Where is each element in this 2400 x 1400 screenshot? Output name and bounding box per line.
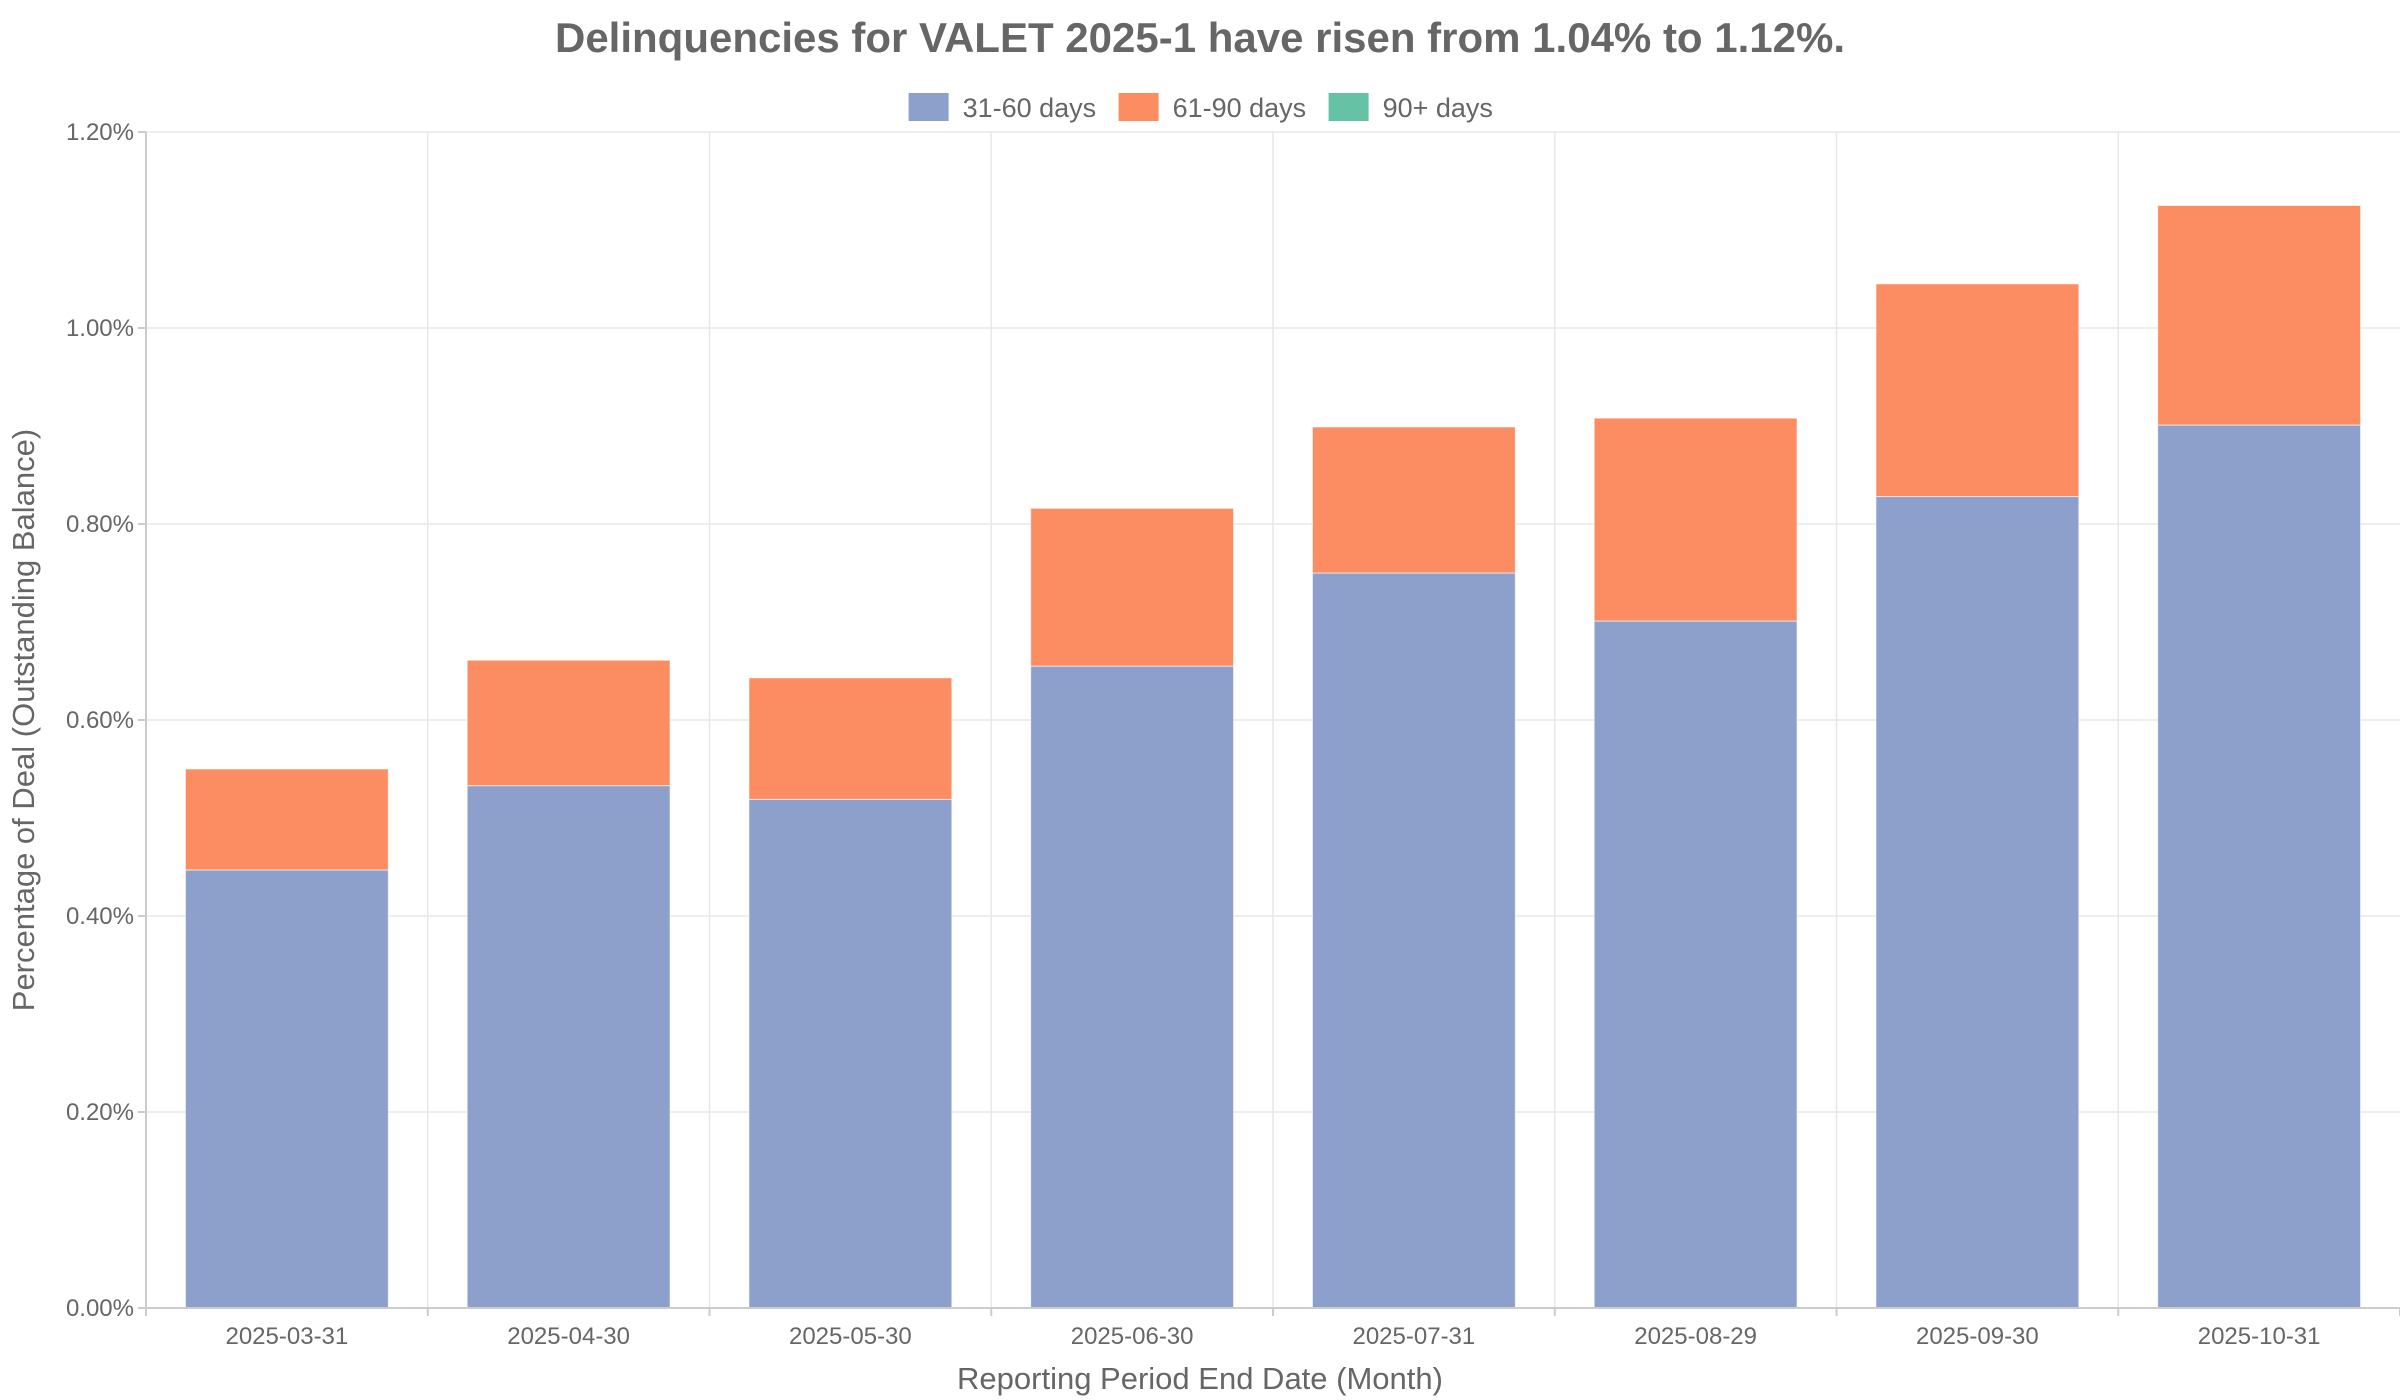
x-tick-label: 2025-09-30 (1916, 1323, 2039, 1350)
y-tick-label: 1.00% (66, 315, 134, 342)
bar-segment-31-60-days (184, 869, 389, 1309)
legend-label: 61-90 days (1173, 93, 1307, 123)
y-tick-label: 0.00% (66, 1295, 134, 1322)
y-axis-ticks: 0.00% 0.20% 0.40% 0.60% 0.80% 1.00% 1.20% (66, 119, 146, 1322)
bar-stack (2157, 205, 2362, 1309)
legend-label: 90+ days (1383, 93, 1493, 123)
x-tick-label: 2025-10-31 (2198, 1323, 2321, 1350)
bar-segment-61-90-days (466, 659, 671, 787)
y-axis-title: Percentage of Deal (Outstanding Balance) (6, 429, 41, 1011)
bar-segment-31-60-days (466, 785, 671, 1309)
legend-item[interactable]: 90+ days (1328, 93, 1493, 123)
bar-stack (184, 768, 389, 1309)
x-tick-label: 2025-05-30 (789, 1323, 912, 1350)
legend-item[interactable]: 61-90 days (1118, 93, 1307, 123)
legend-swatch (908, 93, 949, 121)
bar-stack (1875, 283, 2080, 1309)
bar-segment-61-90-days (184, 768, 389, 871)
bar-stack (1311, 426, 1516, 1309)
x-axis-title: Reporting Period End Date (Month) (957, 1361, 1443, 1396)
legend-swatch (1328, 93, 1369, 121)
bar-segment-31-60-days (1311, 572, 1516, 1309)
x-tick-label: 2025-03-31 (225, 1323, 348, 1350)
bar-stack (1030, 507, 1235, 1309)
y-tick-label: 0.20% (66, 1099, 134, 1126)
legend: 31-60 days 61-90 days 90+ days (908, 93, 1493, 123)
bar-segment-61-90-days (748, 677, 953, 800)
bar-segment-31-60-days (2157, 424, 2362, 1309)
bar-stack (1593, 417, 1798, 1309)
y-tick-label: 0.80% (66, 511, 134, 538)
bar-segment-61-90-days (1875, 283, 2080, 498)
y-tick-label: 0.40% (66, 903, 134, 930)
x-tick-label: 2025-08-29 (1634, 1323, 1757, 1350)
bar-segment-31-60-days (1875, 496, 2080, 1309)
bar-segment-61-90-days (1030, 507, 1235, 667)
legend-swatch (1118, 93, 1159, 121)
x-tick-label: 2025-04-30 (507, 1323, 630, 1350)
chart-title: Delinquencies for VALET 2025-1 have rise… (555, 14, 1845, 61)
x-tick-label: 2025-07-31 (1352, 1323, 1475, 1350)
legend-item[interactable]: 31-60 days (908, 93, 1097, 123)
bar-segment-61-90-days (2157, 205, 2362, 426)
legend-label: 31-60 days (963, 93, 1097, 123)
bar-stack (466, 659, 671, 1309)
bar-segment-61-90-days (1311, 426, 1516, 574)
x-tick-label: 2025-06-30 (1071, 1323, 1194, 1350)
bar-segment-61-90-days (1593, 417, 1798, 622)
bar-segment-31-60-days (1593, 620, 1798, 1309)
x-axis-ticks: 2025-03-31 2025-04-30 2025-05-30 2025-06-30… (145, 1308, 2400, 1350)
bar-segment-31-60-days (748, 798, 953, 1309)
y-tick-label: 0.60% (66, 707, 134, 734)
bar-stack (748, 677, 953, 1309)
y-tick-label: 1.20% (66, 119, 134, 146)
bars (184, 205, 2362, 1309)
bar-segment-31-60-days (1030, 665, 1235, 1309)
